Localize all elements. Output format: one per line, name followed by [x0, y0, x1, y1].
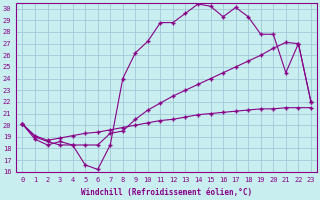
X-axis label: Windchill (Refroidissement éolien,°C): Windchill (Refroidissement éolien,°C): [81, 188, 252, 197]
